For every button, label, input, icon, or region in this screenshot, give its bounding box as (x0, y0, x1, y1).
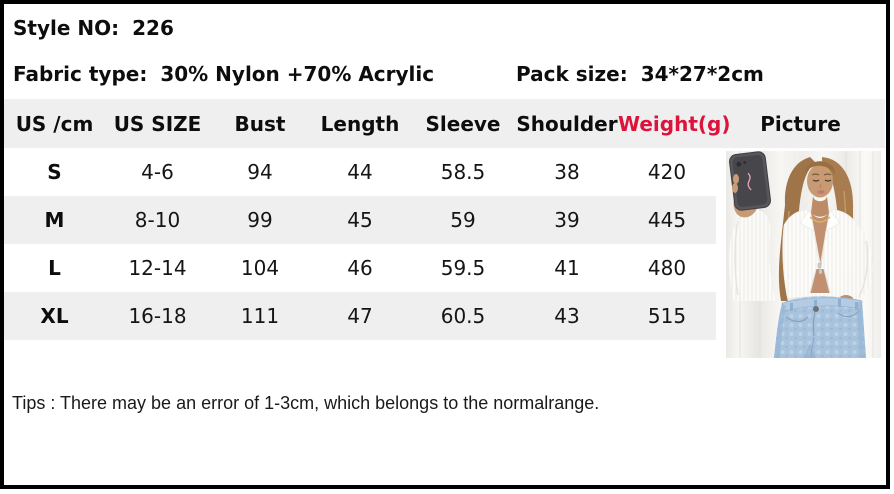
shoulder-value: 41 (554, 256, 580, 280)
pack-size-value: 34*27*2cm (640, 62, 764, 86)
sleeve-value: 59 (410, 196, 516, 244)
pack-size-group: Pack size: 34*27*2cm (516, 62, 764, 86)
bust-value: 104 (240, 256, 280, 280)
fabric-type-value: 30% Nylon +70% Acrylic (160, 62, 435, 86)
size-value: M (4, 196, 105, 244)
sleeve-value: 59.5 (440, 256, 486, 280)
us-size-value: 4-6 (141, 160, 174, 184)
length-value: 44 (347, 160, 373, 184)
pack-size-label: Pack size: (516, 62, 628, 86)
weight-value: 445 (618, 196, 716, 244)
sleeve-value: 60.5 (410, 292, 516, 340)
us-size-value: 8-10 (105, 196, 210, 244)
col-header-weight: Weight(g) (618, 99, 730, 148)
bust-value: 111 (210, 292, 310, 340)
length-value: 46 (347, 256, 373, 280)
col-header-length: Length (310, 99, 410, 148)
table-row-xl: XL 16-18 111 47 60.5 43 515 (4, 292, 885, 340)
jeans-button (813, 306, 819, 312)
face (807, 164, 833, 198)
weight-value: 515 (618, 292, 716, 340)
col-header-shoulder: Shoulder (516, 99, 618, 148)
necklace (809, 216, 831, 223)
us-size-value: 12-14 (128, 256, 187, 280)
bust-value: 99 (210, 196, 310, 244)
col-header-picture: Picture (716, 99, 885, 148)
col-header-sleeve: Sleeve (410, 99, 516, 148)
tips-note: Tips : There may be an error of 1-3cm, w… (12, 393, 600, 413)
table-row-m: M 8-10 99 45 59 39 445 (4, 196, 885, 244)
table-row-l: L 12-14 104 46 59.5 41 480 (4, 244, 885, 292)
col-header-us-cm: US /cm (4, 99, 105, 148)
size-value: XL (4, 292, 105, 340)
shoulder-value: 43 (516, 292, 618, 340)
style-no-line: Style NO: 226 (13, 16, 174, 40)
sleeve-value: 58.5 (440, 160, 486, 184)
style-no-value: 226 (132, 16, 174, 40)
size-value: S (47, 160, 62, 184)
header-row: US /cm US SIZE Bust Length Sleeve Should… (4, 99, 885, 148)
style-no-label: Style NO: (13, 16, 120, 40)
col-header-us-size: US SIZE (105, 99, 210, 148)
phone-case-text (747, 172, 752, 191)
phone (729, 151, 771, 211)
weight-value: 480 (647, 256, 687, 280)
model-photo (726, 151, 881, 359)
bust-value: 94 (247, 160, 273, 184)
shoulder-value: 38 (554, 160, 580, 184)
fabric-pack-line: Fabric type: 30% Nylon +70% Acrylic Pack … (13, 62, 764, 86)
shoulder-value: 39 (516, 196, 618, 244)
length-value: 45 (310, 196, 410, 244)
fabric-type-label: Fabric type: (13, 62, 148, 86)
length-value: 47 (310, 292, 410, 340)
size-value: L (48, 256, 61, 280)
model-photo-illustration (726, 151, 881, 359)
us-size-value: 16-18 (105, 292, 210, 340)
weight-value: 420 (647, 160, 687, 184)
col-header-bust: Bust (210, 99, 310, 148)
